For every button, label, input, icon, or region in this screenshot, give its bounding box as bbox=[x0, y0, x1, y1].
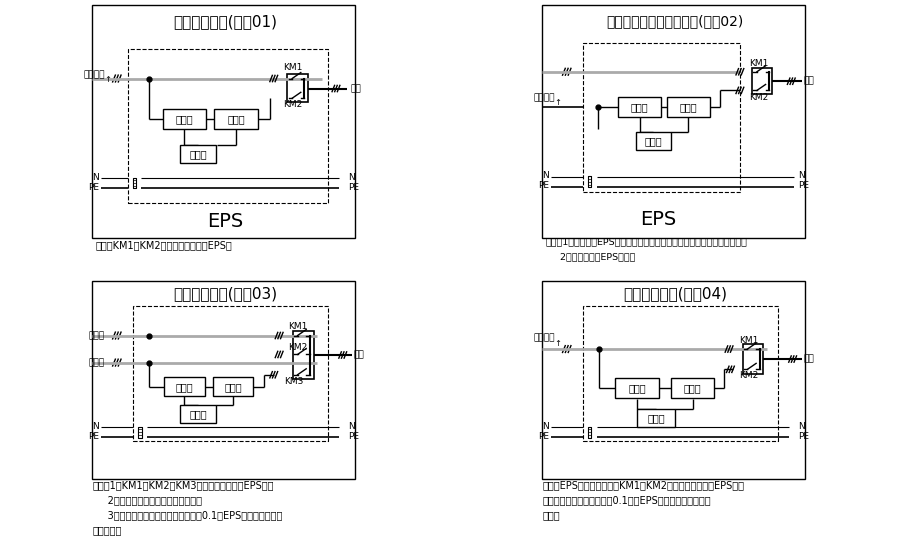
Bar bbox=[667, 97, 710, 117]
Text: PE: PE bbox=[538, 432, 549, 440]
Text: N: N bbox=[543, 172, 549, 181]
Text: N: N bbox=[93, 173, 99, 182]
Bar bbox=[543, 282, 805, 479]
Bar bbox=[742, 344, 763, 374]
Text: N: N bbox=[543, 422, 549, 431]
Text: 三相输入: 三相输入 bbox=[83, 70, 104, 79]
Bar bbox=[133, 306, 328, 441]
Text: 逆变器: 逆变器 bbox=[224, 382, 242, 392]
Text: ↑: ↑ bbox=[554, 98, 561, 107]
Text: 充电器: 充电器 bbox=[628, 383, 646, 393]
Bar bbox=[588, 177, 591, 187]
Text: 电池组: 电池组 bbox=[647, 413, 665, 423]
Text: EPS: EPS bbox=[207, 213, 243, 231]
Bar bbox=[214, 109, 257, 129]
Text: KM1: KM1 bbox=[289, 322, 308, 331]
Text: 常用电: 常用电 bbox=[88, 331, 104, 340]
Text: 双电源原理图(编号04): 双电源原理图(编号04) bbox=[623, 286, 727, 301]
Text: 充电器: 充电器 bbox=[176, 114, 194, 124]
Text: 电池组: 电池组 bbox=[189, 409, 207, 419]
Text: 常用点时备用电若投入大于0.1秒，EPS先投入备用电来后再: 常用点时备用电若投入大于0.1秒，EPS先投入备用电来后再 bbox=[543, 496, 711, 506]
Text: 充电器: 充电器 bbox=[176, 382, 194, 392]
Text: 后再退出。: 后再退出。 bbox=[93, 526, 122, 535]
Text: PE: PE bbox=[88, 183, 99, 192]
Text: N: N bbox=[798, 422, 805, 431]
Bar bbox=[635, 132, 670, 150]
Text: 输出: 输出 bbox=[351, 84, 362, 93]
Text: 退出。: 退出。 bbox=[543, 511, 560, 521]
Text: KM2: KM2 bbox=[739, 371, 759, 380]
Text: KM2: KM2 bbox=[750, 93, 769, 102]
Text: 2、充电器可接在备用或常用电上；: 2、充电器可接在备用或常用电上； bbox=[93, 496, 202, 506]
Text: 逆变器: 逆变器 bbox=[684, 383, 701, 393]
Text: KM3: KM3 bbox=[284, 377, 303, 386]
Bar bbox=[583, 306, 778, 441]
Text: 输出: 输出 bbox=[804, 77, 814, 86]
Bar bbox=[618, 97, 662, 117]
Text: PE: PE bbox=[348, 183, 359, 192]
Bar bbox=[752, 68, 772, 94]
Bar bbox=[128, 49, 328, 203]
Text: PE: PE bbox=[88, 432, 99, 440]
Bar bbox=[132, 178, 136, 188]
Text: PE: PE bbox=[798, 432, 809, 440]
Text: PE: PE bbox=[348, 432, 359, 440]
Bar bbox=[164, 378, 205, 396]
Text: 充电器: 充电器 bbox=[631, 102, 649, 112]
Bar bbox=[292, 331, 313, 379]
Text: 做第二回路双回路原理图(编号02): 做第二回路双回路原理图(编号02) bbox=[607, 15, 743, 29]
Bar bbox=[180, 146, 216, 163]
Text: ↑: ↑ bbox=[104, 76, 111, 84]
Bar bbox=[543, 6, 805, 238]
Bar bbox=[163, 109, 206, 129]
Text: 说明：1、此种情况EPS的逆变器在关机状态在无市电时立即开机逆变输出。: 说明：1、此种情况EPS的逆变器在关机状态在无市电时立即开机逆变输出。 bbox=[545, 238, 747, 247]
Text: N: N bbox=[348, 173, 355, 182]
Text: KM2: KM2 bbox=[289, 343, 308, 352]
Bar bbox=[180, 405, 216, 423]
Text: 说明：KM1、KM2为电气机械互锁在EPS内: 说明：KM1、KM2为电气机械互锁在EPS内 bbox=[95, 240, 232, 250]
Bar bbox=[588, 427, 591, 438]
Bar bbox=[93, 6, 355, 238]
Text: 三相输入: 三相输入 bbox=[533, 334, 554, 343]
Text: 逆变器: 逆变器 bbox=[680, 102, 698, 112]
Bar bbox=[616, 378, 659, 399]
Bar bbox=[637, 409, 675, 427]
Text: PE: PE bbox=[798, 182, 809, 190]
Text: N: N bbox=[348, 422, 355, 431]
Text: 2、互投装置在EPS之外。: 2、互投装置在EPS之外。 bbox=[545, 253, 635, 262]
Text: 三相输入: 三相输入 bbox=[533, 93, 554, 102]
Bar bbox=[670, 378, 715, 399]
Text: 电池组: 电池组 bbox=[644, 136, 662, 146]
Text: 说明：EPS相当于第三电源KM1、KM2为机械电气互锁在EPS内无: 说明：EPS相当于第三电源KM1、KM2为机械电气互锁在EPS内无 bbox=[543, 481, 744, 491]
Bar bbox=[213, 378, 254, 396]
Text: 电池组: 电池组 bbox=[189, 149, 207, 160]
Text: PE: PE bbox=[538, 182, 549, 190]
Text: N: N bbox=[798, 172, 805, 181]
Text: 双电源原理图(编号03): 双电源原理图(编号03) bbox=[173, 286, 277, 301]
Text: KM1: KM1 bbox=[750, 59, 769, 68]
Text: ↑: ↑ bbox=[554, 339, 561, 348]
Text: 备用电: 备用电 bbox=[88, 358, 104, 367]
Bar bbox=[583, 44, 740, 192]
Text: 逆变器: 逆变器 bbox=[227, 114, 245, 124]
Text: 单电源原理图(编号01): 单电源原理图(编号01) bbox=[173, 14, 277, 29]
Bar bbox=[93, 282, 355, 479]
Text: 说明：1、KM1、KM2、KM3为机械电气互锁在EPS内；: 说明：1、KM1、KM2、KM3为机械电气互锁在EPS内； bbox=[93, 481, 274, 491]
Text: 3、无常用电时，备用电若投入大于0.1秒EPS先投入备用电来: 3、无常用电时，备用电若投入大于0.1秒EPS先投入备用电来 bbox=[93, 511, 283, 521]
Bar bbox=[287, 75, 308, 102]
Text: 输出: 输出 bbox=[804, 354, 814, 364]
Text: EPS: EPS bbox=[641, 210, 677, 229]
Text: 输出: 输出 bbox=[354, 351, 364, 359]
Text: KM2: KM2 bbox=[284, 100, 302, 109]
Text: N: N bbox=[93, 422, 99, 431]
Text: KM1: KM1 bbox=[739, 336, 759, 345]
Text: KM1: KM1 bbox=[284, 63, 302, 72]
Bar bbox=[138, 427, 141, 438]
